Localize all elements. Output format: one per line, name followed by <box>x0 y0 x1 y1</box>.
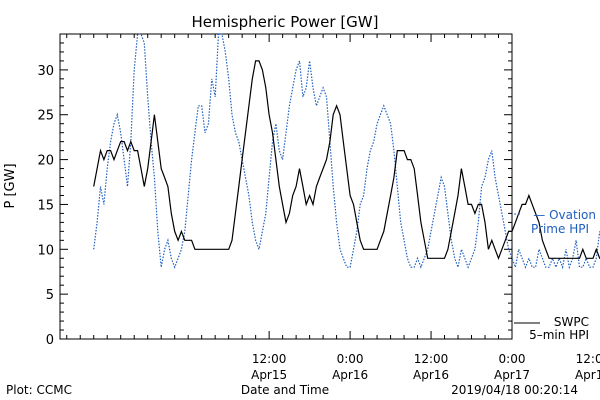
chart-title: Hemispheric Power [GW] <box>192 13 379 31</box>
y-tick-label: 5 <box>46 288 54 303</box>
y-tick-label: 25 <box>37 109 54 124</box>
series-layer <box>93 33 600 270</box>
series-ovation-line <box>93 33 600 270</box>
y-axis-label: P [GW] <box>3 163 18 208</box>
legend-swpc-line2: 5–min HPI <box>529 328 589 342</box>
x-axis: 12:00 Apr15 0:00 Apr16 12:00 Apr16 0:00 Apr17 12… <box>66 34 600 382</box>
y-tick-label: 20 <box>37 154 54 169</box>
legend-swpc: SWPC 5–min HPI <box>529 315 589 342</box>
x-tick-label-time: 0:00 <box>337 352 364 366</box>
legend-swpc-line1: SWPC <box>554 315 589 329</box>
legend-ovation: — Ovation Prime HPI <box>531 208 596 236</box>
x-tick-label-time: 12:00 <box>252 352 287 366</box>
x-axis-label: Date and Time <box>241 383 329 397</box>
y-tick-label: 0 <box>46 333 54 348</box>
plot-area: 0 5 10 15 20 25 30 12:00 Apr15 0:00 Apr16 12:00 Apr… <box>37 33 600 382</box>
y-tick-label: 10 <box>37 243 54 258</box>
legend-ovation-line1: — Ovation <box>533 208 596 222</box>
y-tick-label: 15 <box>37 198 54 213</box>
series-swpc-line <box>93 60 600 260</box>
y-tick-label: 30 <box>37 64 54 79</box>
x-tick-label-time: 12:00 <box>414 352 449 366</box>
legend-ovation-line2: Prime HPI <box>531 222 589 236</box>
y-axis: 0 5 10 15 20 25 30 <box>37 33 512 348</box>
x-tick-label-time: 0:00 <box>499 352 526 366</box>
x-tick-label-date: Apr15 <box>251 368 287 382</box>
x-tick-label-date: Apr16 <box>332 368 368 382</box>
plot-credit: Plot: CCMC <box>6 383 72 397</box>
x-tick-label-date: Apr16 <box>413 368 449 382</box>
x-tick-label-time: 12:00 <box>576 352 600 366</box>
x-tick-label-date: Apr17 <box>575 368 600 382</box>
x-tick-label-date: Apr17 <box>494 368 530 382</box>
plot-timestamp: 2019/04/18 00:20:14 <box>451 383 578 397</box>
